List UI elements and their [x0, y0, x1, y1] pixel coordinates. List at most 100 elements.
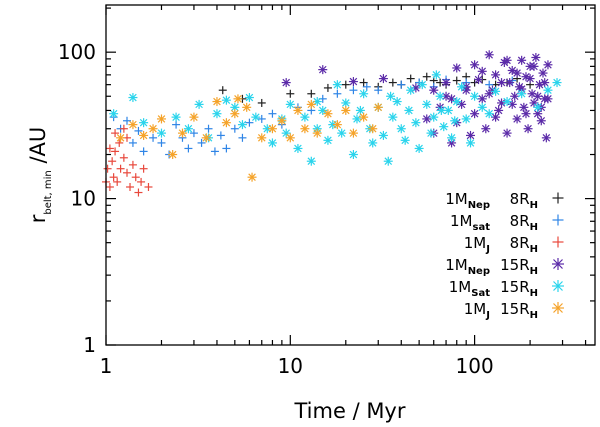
- data-point-j8: [119, 153, 128, 162]
- data-point-nep15: [519, 102, 529, 112]
- data-point-j15: [233, 94, 243, 104]
- data-point-nep15: [529, 98, 539, 108]
- legend-mass-sub: Sat: [471, 288, 490, 299]
- data-point-sat15: [128, 93, 138, 103]
- y-axis-label: rbelt, min /AU: [26, 127, 54, 224]
- data-point-j8: [131, 173, 140, 182]
- data-point-nep8: [323, 83, 332, 92]
- data-point-j8: [113, 177, 122, 186]
- data-point-sat15: [452, 97, 462, 107]
- svg-text:8RH: 8RH: [510, 212, 538, 233]
- data-point-j8: [111, 147, 120, 156]
- legend-mass-sub: Nep: [468, 266, 490, 277]
- y-axis-label-subscript: belt, min: [43, 170, 54, 214]
- legend-mass: 1M: [450, 212, 473, 230]
- data-point-sat15: [431, 70, 441, 80]
- y-axis-label-main: r: [26, 214, 50, 223]
- svg-text:1MSat: 1MSat: [449, 278, 490, 299]
- data-point-j15: [247, 172, 257, 182]
- data-point-sat15: [318, 105, 328, 115]
- data-point-j8: [105, 182, 114, 191]
- data-point-nep15: [491, 70, 501, 80]
- data-point-nep15: [533, 91, 543, 101]
- data-point-nep8: [286, 89, 295, 98]
- data-point-sat8: [149, 133, 158, 142]
- data-point-j8: [108, 157, 117, 166]
- legend-radius: 15R: [500, 278, 530, 296]
- data-point-nep15: [517, 55, 527, 65]
- data-point-j8: [111, 129, 120, 138]
- data-point-sat8: [222, 144, 231, 153]
- svg-text:1MJ: 1MJ: [464, 234, 490, 255]
- legend-entry-sat15: 1MSat 15RH: [449, 278, 564, 299]
- data-point-nep15: [502, 128, 512, 138]
- data-point-sat15: [447, 133, 457, 143]
- data-point-sat15: [470, 91, 480, 101]
- data-point-sat8: [189, 129, 198, 138]
- data-point-sat15: [359, 89, 369, 99]
- data-point-sat15: [383, 156, 393, 166]
- data-point-sat15: [267, 138, 277, 148]
- legend-radius: 15R: [500, 300, 530, 318]
- data-point-sat15: [429, 112, 439, 122]
- legend-entry-nep15: 1MNep 15RH: [445, 256, 564, 277]
- axis-tick-labels: 1 10 100 1 10 100: [58, 40, 494, 378]
- data-point-sat15: [323, 135, 333, 145]
- legend-marker-nep8: [552, 192, 564, 204]
- data-point-sat15: [237, 120, 247, 130]
- data-point-sat15: [543, 85, 553, 95]
- data-point-nep15: [422, 114, 432, 124]
- data-point-sat8: [139, 147, 148, 156]
- data-point-nep8: [422, 72, 431, 81]
- plot-frame: [105, 4, 596, 346]
- data-point-j15: [212, 97, 222, 107]
- data-points-layer: [102, 50, 562, 197]
- data-point-j8: [119, 124, 128, 133]
- data-point-nep15: [497, 98, 507, 108]
- data-point-nep8: [388, 78, 397, 87]
- data-point-j8: [123, 168, 132, 177]
- data-point-nep15: [348, 77, 358, 87]
- data-point-sat15: [171, 112, 181, 122]
- data-point-sat15: [348, 150, 358, 160]
- data-point-j15: [177, 128, 187, 138]
- data-point-sat15: [378, 130, 388, 140]
- data-point-j8: [103, 164, 112, 173]
- data-point-j15: [267, 124, 277, 134]
- y-axis-label-suffix: /AU: [26, 127, 50, 171]
- svg-text:1MJ: 1MJ: [464, 300, 490, 321]
- data-point-sat8: [349, 86, 358, 95]
- data-point-nep15: [474, 75, 484, 85]
- data-point-nep15: [538, 68, 548, 78]
- series-j8: [102, 124, 153, 197]
- data-point-j8: [139, 164, 148, 173]
- data-point-j8: [115, 138, 124, 147]
- data-point-nep8: [452, 76, 461, 85]
- data-point-sat8: [362, 82, 371, 91]
- data-point-j15: [332, 120, 342, 130]
- data-point-nep8: [307, 89, 316, 98]
- data-point-sat15: [306, 156, 316, 166]
- legend-radius-sub: H: [530, 222, 538, 233]
- data-point-nep15: [477, 66, 487, 76]
- data-point-j15: [242, 102, 252, 112]
- data-point-sat8: [268, 109, 277, 118]
- data-point-sat15: [517, 89, 527, 99]
- svg-text:8RH: 8RH: [510, 190, 538, 211]
- data-point-j15: [323, 109, 333, 119]
- data-point-sat15: [461, 114, 471, 124]
- data-point-sat15: [388, 112, 398, 122]
- y-tick-label: 100: [58, 40, 96, 64]
- data-point-nep15: [452, 63, 462, 73]
- data-point-nep8: [341, 80, 350, 89]
- data-point-j8: [109, 173, 118, 182]
- legend-radius: 8R: [510, 190, 530, 208]
- data-point-sat15: [244, 93, 254, 103]
- data-point-sat15: [411, 118, 421, 128]
- legend-radius-sub: H: [530, 310, 538, 321]
- data-point-sat15: [426, 128, 436, 138]
- legend-radius: 8R: [510, 234, 530, 252]
- data-point-j15: [139, 130, 149, 140]
